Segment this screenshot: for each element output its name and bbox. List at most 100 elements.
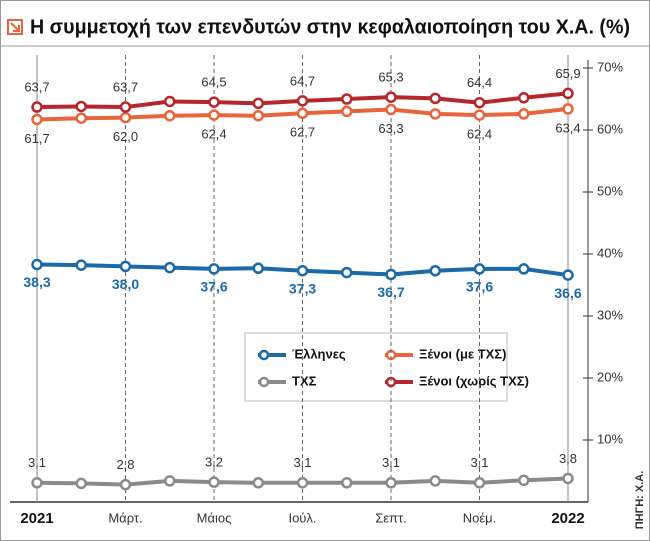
y-tick-label: 40% bbox=[597, 245, 623, 260]
value-label: 62,0 bbox=[113, 129, 138, 144]
title-arrow bbox=[10, 22, 20, 32]
x-tick-label: Ιούλ. bbox=[288, 510, 316, 525]
value-label: 36,7 bbox=[377, 284, 404, 300]
point bbox=[296, 107, 309, 120]
value-label: 64,7 bbox=[290, 73, 315, 88]
point bbox=[518, 474, 530, 487]
value-label: 64,4 bbox=[467, 75, 492, 90]
legend-marker bbox=[258, 376, 270, 388]
point bbox=[385, 103, 397, 116]
point bbox=[208, 263, 220, 275]
point bbox=[31, 477, 43, 489]
point bbox=[119, 478, 132, 491]
value-label: 62,4 bbox=[201, 127, 226, 142]
y-tick-label: 10% bbox=[597, 431, 623, 446]
point bbox=[562, 269, 574, 281]
point bbox=[31, 101, 43, 113]
point bbox=[429, 108, 441, 120]
value-label: 2,8 bbox=[116, 457, 134, 472]
point bbox=[119, 101, 132, 113]
point bbox=[296, 264, 309, 277]
point bbox=[252, 477, 264, 489]
point bbox=[429, 475, 441, 487]
point bbox=[385, 477, 397, 489]
value-label: 37,3 bbox=[289, 280, 316, 296]
point bbox=[429, 264, 441, 277]
point bbox=[164, 95, 176, 108]
point bbox=[473, 263, 486, 275]
y-tick-label: 70% bbox=[597, 59, 623, 74]
value-label: 38,0 bbox=[112, 276, 139, 292]
point bbox=[119, 260, 132, 273]
point bbox=[341, 105, 353, 118]
point bbox=[208, 476, 220, 488]
legend-label: Έλληνες bbox=[292, 346, 346, 361]
point bbox=[252, 97, 264, 110]
point bbox=[75, 477, 87, 490]
legend-marker bbox=[258, 349, 270, 361]
chart-title: Η συμμετοχή των επενδυτών στην κεφαλαιοπ… bbox=[30, 16, 630, 38]
point bbox=[208, 96, 220, 108]
value-label: 63,3 bbox=[378, 121, 403, 136]
point bbox=[75, 112, 87, 124]
value-label: 62,7 bbox=[290, 125, 315, 140]
y-tick-label: 50% bbox=[597, 183, 623, 198]
value-label: 62,4 bbox=[467, 127, 492, 142]
value-label: 37,6 bbox=[466, 279, 493, 295]
legend-label: Ξένοι (με ΤΧΣ) bbox=[419, 346, 506, 361]
point bbox=[473, 477, 486, 489]
x-tick-label: Νοέμ. bbox=[463, 510, 497, 525]
value-label: 64,5 bbox=[201, 75, 226, 90]
source: ΠΗΓΗ: Χ.Α. bbox=[634, 471, 646, 530]
point bbox=[31, 113, 43, 126]
point bbox=[119, 111, 132, 124]
y-tick-label: 30% bbox=[597, 307, 623, 322]
value-label: 3,8 bbox=[559, 451, 577, 466]
point bbox=[562, 103, 574, 115]
point bbox=[341, 93, 353, 105]
point bbox=[518, 263, 530, 275]
value-label: 37,6 bbox=[200, 279, 227, 295]
point bbox=[473, 109, 486, 121]
point bbox=[208, 109, 220, 121]
value-label: 38,3 bbox=[23, 274, 50, 290]
point bbox=[385, 91, 397, 103]
legend: Έλληνες Ξένοι (με ΤΧΣ) ΤΧΣ Ξένοι (χωρίς ΤΧΣ… bbox=[244, 332, 529, 402]
value-label: 63,7 bbox=[113, 79, 138, 94]
point bbox=[562, 472, 574, 485]
point bbox=[75, 100, 87, 113]
point bbox=[341, 266, 353, 279]
x-tick-label: 2022 bbox=[551, 510, 584, 527]
point bbox=[296, 477, 309, 489]
point bbox=[164, 261, 176, 274]
point bbox=[75, 259, 87, 271]
x-tick-label: Μάιος bbox=[197, 510, 232, 525]
point bbox=[518, 92, 530, 104]
x-tick-label: Σεπτ. bbox=[375, 510, 407, 525]
value-label: 3,1 bbox=[470, 455, 488, 470]
value-label: 65,3 bbox=[378, 70, 403, 85]
point bbox=[164, 475, 176, 487]
value-label: 61,7 bbox=[24, 131, 49, 146]
y-tick-label: 20% bbox=[597, 369, 623, 384]
value-label: 63,4 bbox=[555, 120, 580, 135]
legend-label: ΤΧΣ bbox=[292, 373, 317, 388]
value-label: 3,1 bbox=[28, 455, 46, 470]
point bbox=[562, 87, 574, 100]
value-label: 36,6 bbox=[554, 285, 581, 301]
point bbox=[429, 92, 441, 105]
point bbox=[518, 108, 530, 120]
point bbox=[385, 268, 397, 281]
point bbox=[31, 258, 43, 271]
value-label: 65,9 bbox=[555, 66, 580, 81]
point bbox=[473, 96, 486, 109]
value-label: 3,1 bbox=[382, 455, 400, 470]
value-label: 63,7 bbox=[24, 79, 49, 94]
x-tick-label: Μάρτ. bbox=[108, 510, 142, 525]
point bbox=[164, 109, 176, 122]
value-label: 3,1 bbox=[293, 455, 311, 470]
legend-box bbox=[244, 332, 508, 402]
y-tick-label: 60% bbox=[597, 121, 623, 136]
point bbox=[252, 109, 264, 122]
